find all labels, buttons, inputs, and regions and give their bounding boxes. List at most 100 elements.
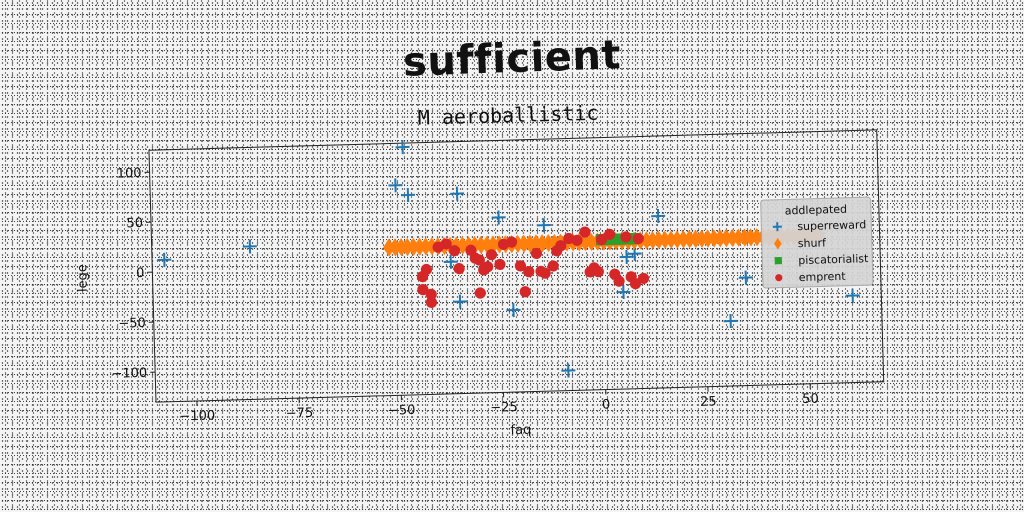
legend-box: [760, 196, 874, 289]
x-axis-label: faq: [510, 423, 531, 439]
superreward-point: [506, 303, 521, 318]
superreward-point: [443, 254, 458, 269]
emprent-point: [629, 278, 642, 290]
superreward-point: [453, 294, 468, 309]
shurf-point: [487, 235, 500, 254]
x-tick-label: 25: [700, 394, 717, 409]
legend-items: superreward shurf piscatorialist emprent: [772, 218, 869, 284]
emprent-point: [425, 296, 438, 308]
y-tick-label: 100: [117, 166, 142, 182]
superreward-point: [845, 288, 860, 303]
shurf-point: [475, 235, 487, 255]
chart-plot-group: M aeroballistic −100 −75 −50 −25 0 25 50 −100 −5…: [75, 101, 885, 439]
emprent-point: [637, 272, 650, 285]
superreward-point: [651, 208, 666, 224]
legend-swatch-piscatorialist: [774, 256, 783, 265]
shurf-point: [646, 231, 659, 250]
legend-swatch-emprent: [775, 274, 783, 282]
superreward-point: [561, 363, 576, 378]
legend-label-shurf: shurf: [798, 236, 828, 250]
emprent-point: [425, 288, 437, 300]
y-tick-label: 50: [126, 216, 143, 231]
emprent-point: [453, 262, 465, 275]
superreward-point: [491, 210, 506, 225]
superreward-point: [157, 252, 172, 267]
superreward-point: [616, 284, 631, 300]
emprent-point: [595, 234, 608, 246]
x-tick-label: 0: [602, 397, 611, 412]
shurf-point: [530, 234, 543, 253]
emprent-point: [603, 228, 616, 240]
emprent-point: [482, 261, 494, 273]
emprent-point: [523, 266, 535, 278]
legend-label-superreward: superreward: [797, 218, 866, 233]
legend-label-emprent: emprent: [799, 270, 847, 284]
x-tick-label: 50: [802, 392, 819, 407]
superreward-point: [738, 270, 753, 285]
shurf-point: [389, 238, 402, 257]
shurf-point: [468, 236, 481, 255]
shurf-point: [689, 229, 702, 249]
shurf-point: [683, 230, 696, 249]
shurf-point: [383, 238, 395, 257]
shurf-point: [720, 229, 733, 248]
shurf-point: [585, 232, 598, 251]
legend-title: addlepated: [785, 203, 848, 218]
x-tick-label: −100: [179, 408, 215, 424]
y-tick-label: −100: [111, 366, 147, 382]
superreward-point: [242, 239, 257, 254]
superreward-point: [723, 314, 738, 329]
emprent-point: [632, 232, 644, 245]
shurf-point: [524, 234, 536, 253]
shurf-point: [579, 232, 592, 252]
superreward-point: [400, 187, 416, 203]
shurf-point: [419, 237, 432, 256]
emprent-point: [592, 266, 604, 278]
superreward-point: [619, 249, 634, 264]
emprent-point: [620, 231, 632, 243]
superreward-point: [395, 140, 410, 155]
shurf-point: [640, 231, 653, 250]
superreward-point: [388, 178, 403, 193]
shurf-point: [401, 237, 414, 257]
chart-title: M aeroballistic: [418, 101, 599, 130]
x-tick-label: −50: [388, 403, 416, 419]
x-tick-label: −25: [490, 400, 518, 416]
shurf-point: [407, 237, 420, 256]
shurf-point: [413, 237, 426, 256]
emprent-point: [417, 284, 429, 296]
superreward-point: [536, 218, 551, 233]
emprent-point: [571, 234, 583, 246]
emprent-point: [474, 287, 486, 299]
x-tick-label: −75: [286, 406, 314, 422]
y-axis-label: lege: [75, 264, 91, 292]
shurf-point: [542, 233, 555, 253]
shurf-point: [536, 234, 549, 253]
shurf-point: [738, 228, 751, 247]
emprent-point: [555, 240, 567, 252]
shurf-point: [652, 230, 665, 250]
shurf-point: [677, 230, 690, 249]
emprent-point: [579, 226, 591, 238]
legend-swatch-superreward: [772, 222, 782, 232]
y-tick-label: −50: [118, 316, 146, 332]
emprent-point: [420, 263, 433, 276]
legend-swatch-shurf: [774, 237, 782, 250]
shurf-point: [726, 228, 739, 248]
emprent-point: [448, 245, 461, 257]
shurf-point: [665, 230, 678, 249]
legend-label-piscatorialist: piscatorialist: [798, 252, 869, 267]
data-marks: [157, 140, 860, 378]
emprent-point: [547, 260, 559, 272]
shurf-point: [708, 229, 720, 248]
emprent-point: [473, 254, 485, 266]
shurf-point: [732, 228, 745, 247]
shurf-point: [659, 230, 671, 249]
emprent-point: [485, 249, 498, 261]
superreward-point: [450, 186, 465, 201]
emprent-point: [519, 286, 531, 298]
shurf-point: [750, 228, 763, 247]
shurf-point: [701, 229, 714, 248]
shurf-point: [395, 238, 408, 257]
